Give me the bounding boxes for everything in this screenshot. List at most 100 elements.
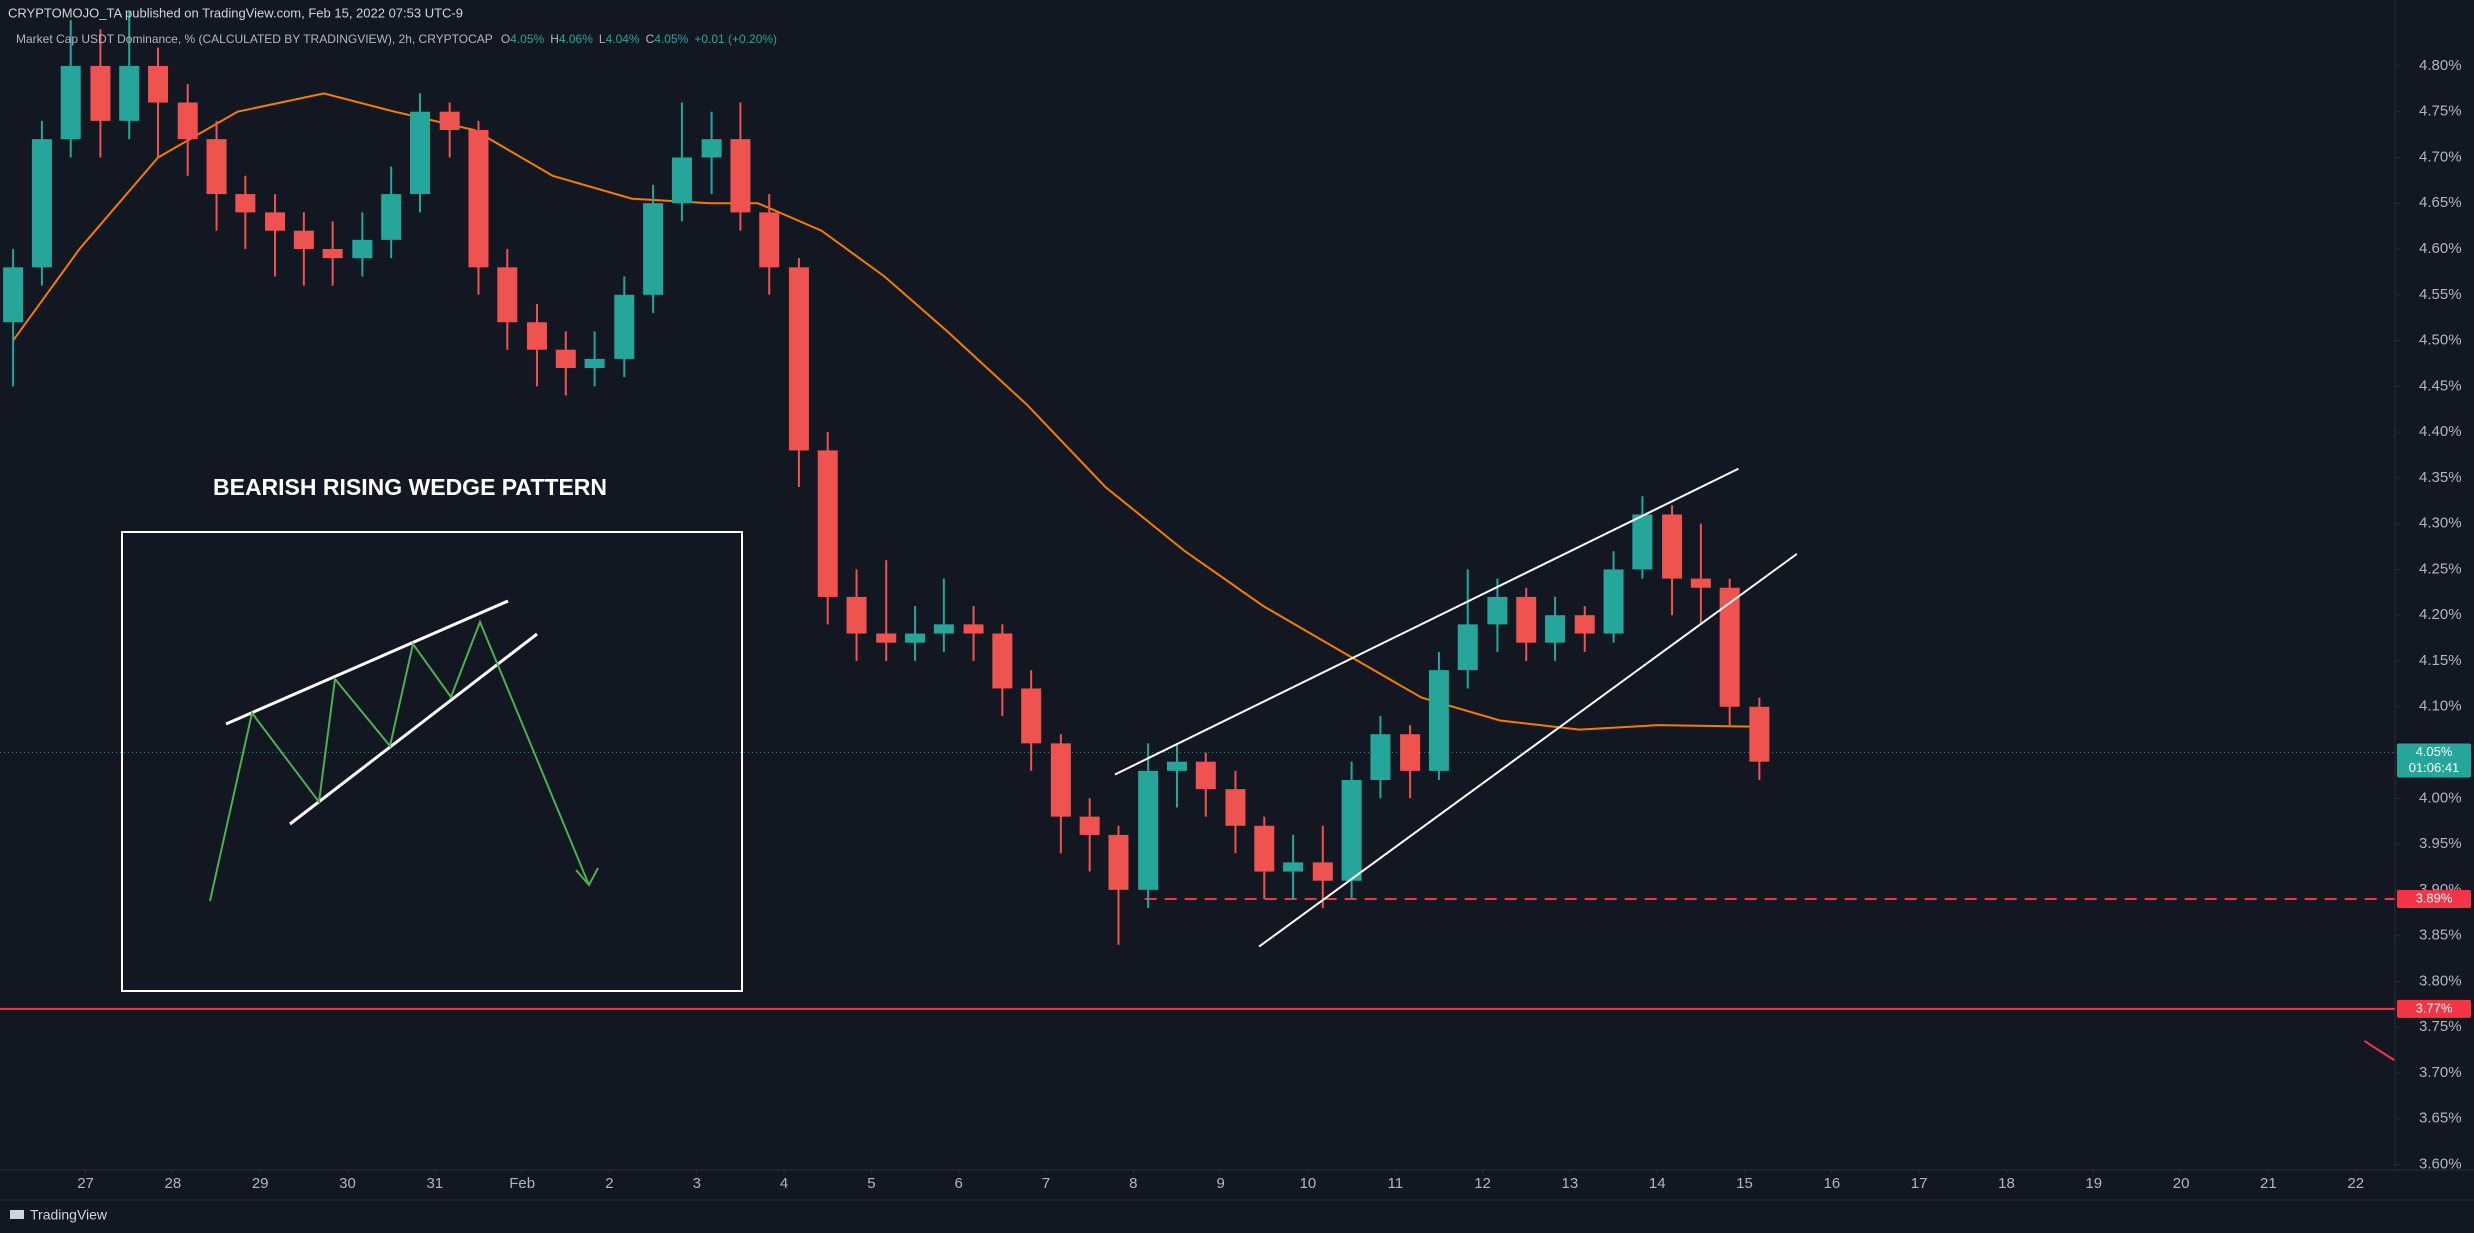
y-tick-label: 4.65%	[2419, 194, 2462, 211]
ohlc-change: +0.01 (+0.20%)	[694, 32, 777, 46]
candle-body	[1487, 596, 1508, 625]
y-tick-label: 4.25%	[2419, 560, 2462, 577]
candle-body	[1283, 862, 1304, 872]
candle-body	[1370, 734, 1391, 780]
candle-body	[1516, 596, 1537, 643]
candle-body	[1457, 624, 1478, 671]
pattern-title: BEARISH RISING WEDGE PATTERN	[213, 474, 607, 500]
footer-brand: TradingView	[30, 1207, 108, 1223]
candle-body	[1312, 862, 1333, 881]
candle-body	[439, 111, 460, 130]
candle-body	[584, 358, 605, 369]
y-tick-label: 4.55%	[2419, 286, 2462, 303]
candle-body	[933, 624, 954, 634]
ohlc-label: O	[501, 32, 510, 46]
y-tick-label: 4.35%	[2419, 469, 2462, 486]
x-tick-label: 5	[867, 1175, 875, 1192]
y-tick-label: 4.00%	[2419, 789, 2462, 806]
candle-body	[3, 267, 24, 323]
candle-body	[1749, 706, 1770, 762]
candle-body	[1254, 825, 1275, 872]
trendline	[1114, 467, 1739, 776]
inset-price-path	[209, 619, 590, 902]
candle-body	[497, 267, 518, 323]
candle-body	[148, 65, 169, 103]
y-tick-label: 4.40%	[2419, 423, 2462, 440]
candle-body	[730, 139, 751, 213]
ohlc-value: 4.04%	[606, 32, 640, 46]
y-tick-label: 4.10%	[2419, 698, 2462, 715]
inset-lower-line	[289, 632, 538, 826]
inset-box	[121, 531, 743, 992]
candle-body	[671, 157, 692, 204]
x-tick-label: 11	[1387, 1175, 1403, 1192]
candle-body	[235, 194, 256, 213]
y-tick-label: 3.60%	[2419, 1155, 2462, 1172]
x-tick-label: 29	[252, 1175, 269, 1192]
ohlc-value: 4.05%	[510, 32, 544, 46]
candle-body	[1719, 587, 1740, 707]
candle-body	[1079, 816, 1100, 835]
candle-body	[1225, 789, 1246, 826]
x-tick-label: 14	[1649, 1175, 1666, 1192]
candle-body	[759, 212, 780, 268]
candle-body	[905, 633, 926, 643]
candle-body	[1400, 734, 1421, 771]
candle-body	[992, 633, 1013, 689]
candle-body	[526, 322, 547, 350]
candle-body	[1690, 578, 1711, 588]
candle-body	[90, 65, 111, 121]
candle-body	[60, 65, 81, 140]
y-tick-label: 3.70%	[2419, 1064, 2462, 1081]
series-name: Market Cap USDT Dominance, % (CALCULATED…	[16, 32, 493, 46]
x-tick-label: 2	[605, 1175, 613, 1192]
candle-body	[119, 65, 140, 121]
x-tick-label: 13	[1562, 1175, 1579, 1192]
price-badge-label: 3.77%	[2416, 1000, 2453, 1015]
candle-body	[1574, 615, 1595, 634]
x-tick-label: 12	[1474, 1175, 1491, 1192]
candle-body	[1138, 770, 1159, 890]
y-tick-label: 4.15%	[2419, 652, 2462, 669]
candle-body	[1632, 514, 1653, 570]
candle-body	[409, 111, 430, 195]
y-tick-label: 3.80%	[2419, 972, 2462, 989]
candle-body	[876, 633, 897, 643]
candle-body	[265, 212, 286, 231]
y-tick-label: 4.60%	[2419, 240, 2462, 257]
candle-body	[293, 230, 314, 250]
candle-body	[1662, 514, 1683, 579]
candle-body	[1341, 780, 1362, 881]
trendline	[2363, 1040, 2395, 1061]
x-tick-label: 16	[1823, 1175, 1840, 1192]
candle-body	[31, 139, 52, 268]
price-badge	[2397, 890, 2471, 909]
x-tick-label: 17	[1911, 1175, 1928, 1192]
x-tick-label: 9	[1216, 1175, 1224, 1192]
logo	[10, 1210, 24, 1219]
x-tick-label: 10	[1300, 1175, 1317, 1192]
ohlc-label: L	[599, 32, 606, 46]
pattern-inset	[121, 531, 743, 992]
x-tick-label: 22	[2347, 1175, 2364, 1192]
x-tick-label: 20	[2173, 1175, 2190, 1192]
candle-body	[1021, 688, 1042, 744]
candle-body	[963, 624, 984, 634]
candle-body	[1603, 569, 1624, 634]
candle-body	[468, 130, 489, 268]
candle-body	[1108, 834, 1129, 890]
candle-body	[788, 267, 809, 451]
x-tick-label: 18	[1998, 1175, 2015, 1192]
y-tick-label: 4.50%	[2419, 332, 2462, 349]
x-tick-label: 8	[1129, 1175, 1137, 1192]
y-tick-label: 4.80%	[2419, 57, 2462, 74]
y-tick-label: 3.85%	[2419, 927, 2462, 944]
inset-arrowhead	[575, 867, 599, 887]
y-tick-label: 4.45%	[2419, 377, 2462, 394]
price-countdown: 01:06:41	[2409, 760, 2460, 775]
x-tick-label: 3	[693, 1175, 701, 1192]
y-tick-label: 4.75%	[2419, 103, 2462, 120]
x-tick-label: 4	[780, 1175, 788, 1192]
